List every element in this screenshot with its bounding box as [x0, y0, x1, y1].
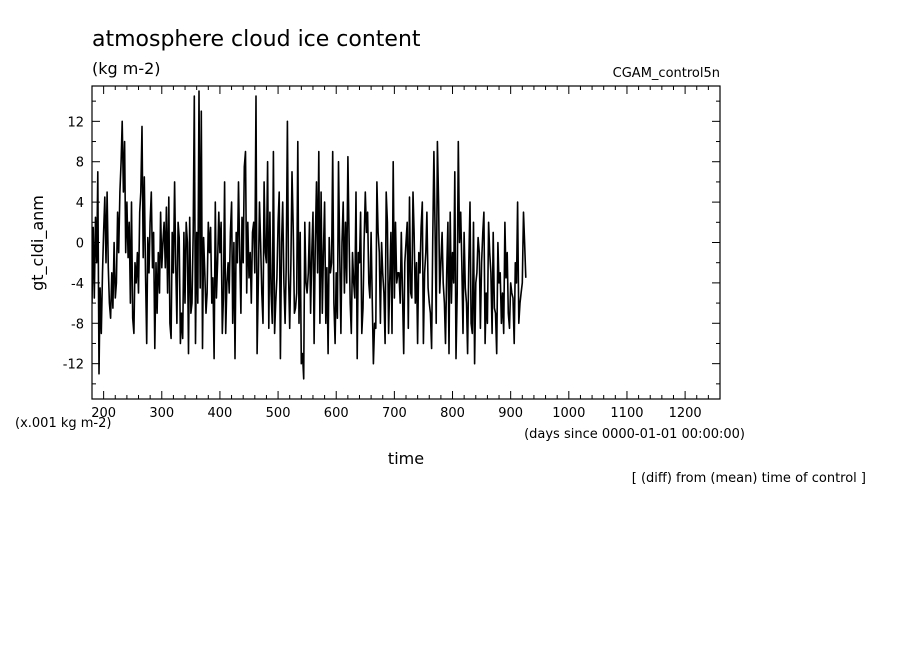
- y-tick-label: -4: [71, 277, 84, 292]
- x-units-label: (days since 0000-01-01 00:00:00): [524, 427, 745, 442]
- x-tick-label: 1200: [669, 406, 702, 421]
- x-tick-label: 800: [440, 406, 465, 421]
- y-tick-label: 12: [67, 115, 84, 130]
- x-tick-label: 600: [324, 406, 349, 421]
- x-axis: 200 300 400 500 600 700 800 900 1000 1100 1200: [91, 86, 721, 421]
- footnote: [ (diff) from (mean) time of control ]: [632, 471, 866, 486]
- x-tick-label: 1000: [552, 406, 585, 421]
- series-line-gt_cldi_anm: [92, 90, 527, 380]
- y-axis: -12 -8 -4 0 4 8 12: [63, 100, 720, 385]
- x-axis-label: time: [388, 449, 424, 468]
- run-label: CGAM_control5n: [613, 66, 720, 81]
- x-tick-label: 900: [498, 406, 523, 421]
- y-tick-label: -8: [71, 317, 84, 332]
- x-tick-label: 400: [208, 406, 233, 421]
- x-tick-label: 200: [91, 406, 116, 421]
- x-tick-label: 500: [266, 406, 291, 421]
- y-axis-label: gt_cldi_anm: [28, 195, 48, 291]
- y-tick-label: 4: [76, 196, 84, 211]
- chart-title: atmosphere cloud ice content: [92, 27, 421, 52]
- x-tick-label: 700: [382, 406, 407, 421]
- y-scale-note: (x.001 kg m-2): [15, 416, 111, 431]
- x-tick-label: 300: [149, 406, 174, 421]
- y-tick-label: 0: [76, 237, 84, 252]
- x-tick-label: 1100: [610, 406, 643, 421]
- y-tick-label: 8: [76, 156, 84, 171]
- y-tick-label: -12: [63, 358, 84, 373]
- plot-area: [92, 90, 527, 380]
- chart-units: (kg m-2): [92, 59, 161, 78]
